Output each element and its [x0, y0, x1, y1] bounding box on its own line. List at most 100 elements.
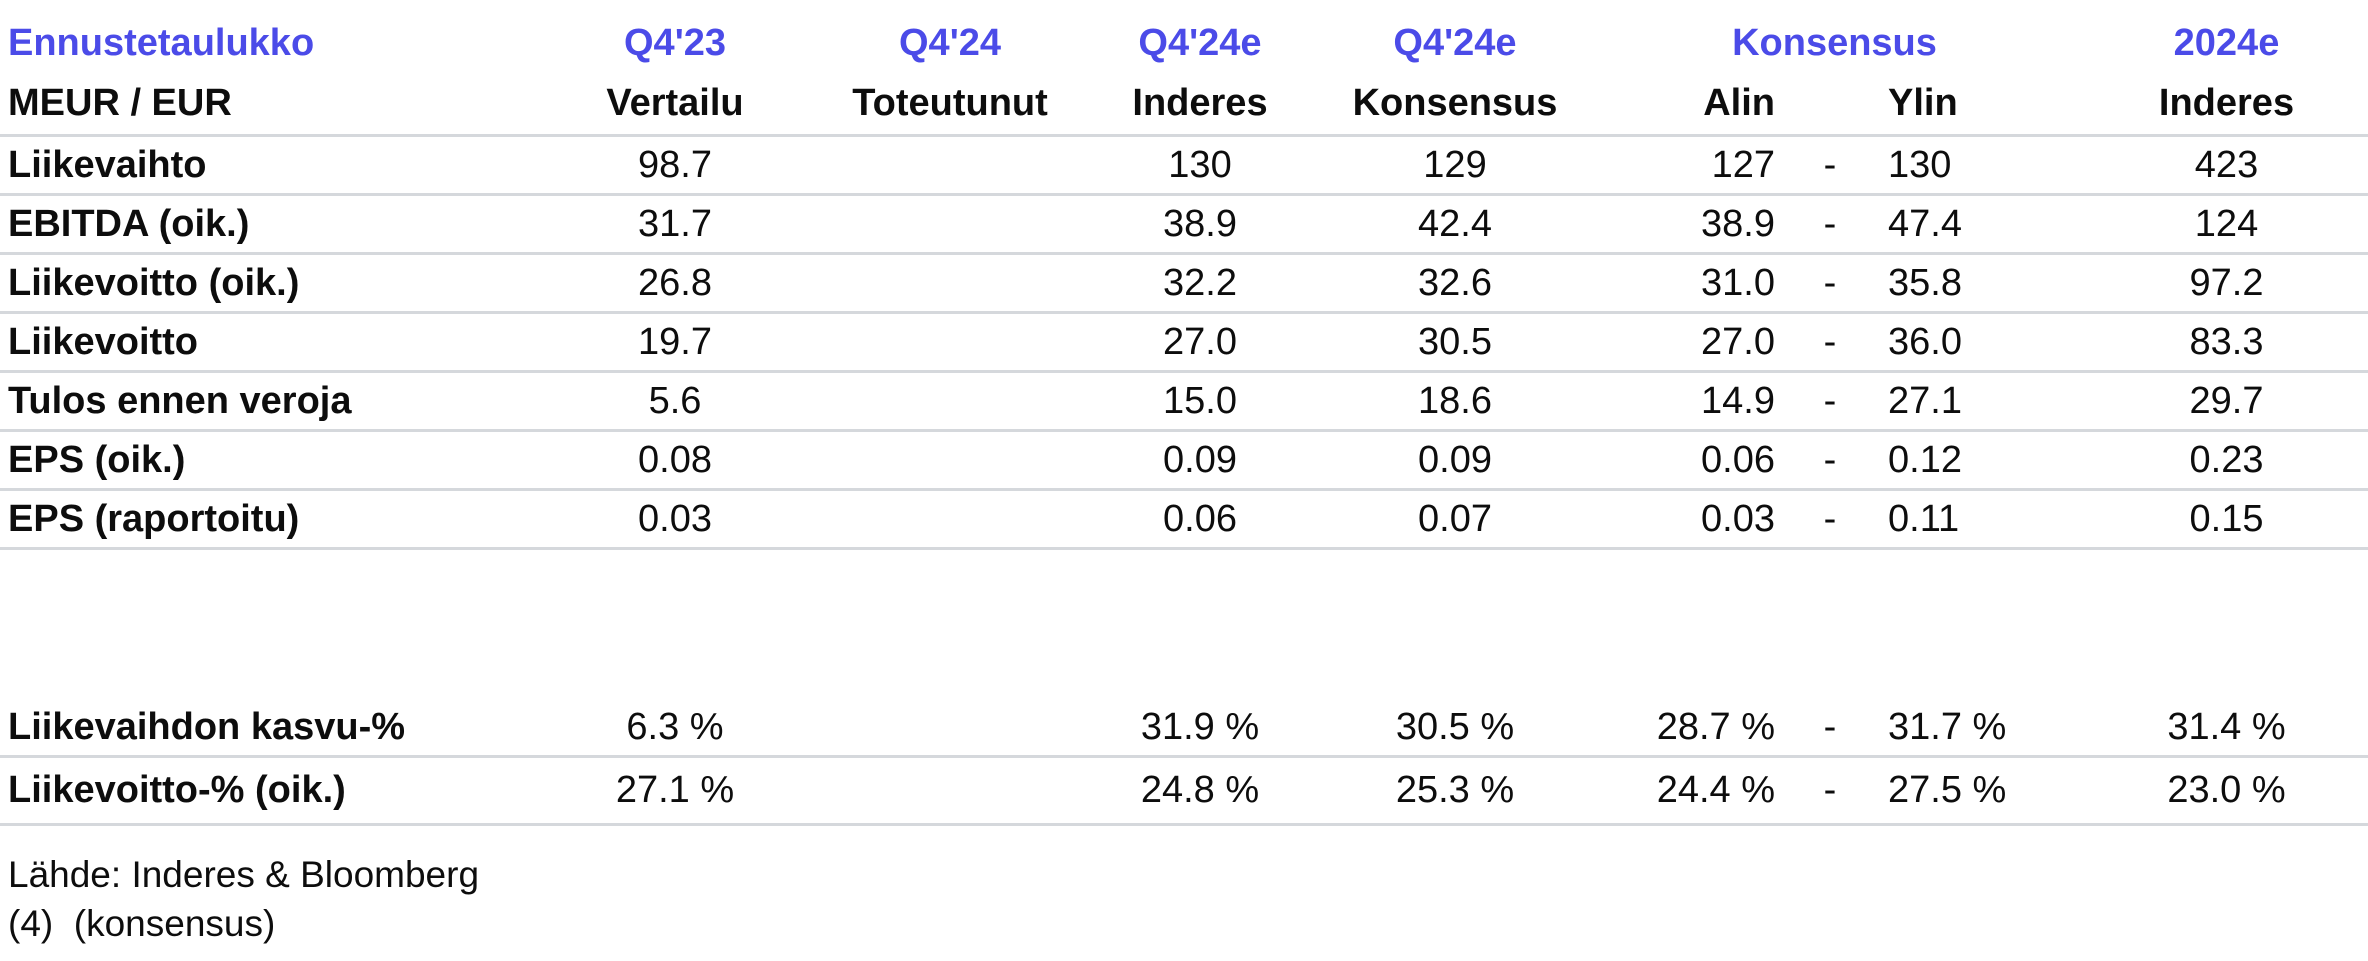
cell-ylin: 36.0	[1888, 320, 1962, 363]
cell-2024e: 83.3	[2189, 320, 2264, 363]
row-label: Liikevoitto-% (oik.)	[8, 769, 346, 811]
source-note: Lähde: Inderes & Bloomberg	[8, 854, 480, 895]
cell-inderes: 15.0	[1163, 379, 1237, 422]
cell-konsensus: 42.4	[1418, 202, 1492, 245]
cell-alin: 24.4 %	[1656, 769, 1775, 811]
cell-konsensus: 0.09	[1418, 438, 1492, 481]
unit-label: MEUR / EUR	[8, 81, 232, 124]
cell-konsensus: 0.07	[1418, 497, 1492, 540]
table-row-eps-oik: EPS (oik.) 0.08 0.09 0.09 0.06 - 0.12 0.…	[0, 432, 2368, 491]
range-dash: -	[1823, 202, 1837, 245]
cell-inderes: 130	[1168, 143, 1232, 186]
cell-vertailu: 19.7	[638, 320, 712, 363]
cell-inderes: 24.8 %	[1140, 769, 1260, 811]
col-subheader-ylin: Ylin	[1888, 81, 1958, 124]
range-dash: -	[1823, 143, 1837, 186]
table-row-liikevaihto: Liikevaihto 98.7 130 129 127 - 130 423	[0, 137, 2368, 196]
cell-2024e: 31.4 %	[2167, 706, 2286, 748]
col-subheader-alin: Alin	[1703, 81, 1775, 124]
cell-vertailu: 6.3 %	[626, 706, 724, 748]
cell-vertailu: 31.7	[638, 202, 712, 245]
cell-konsensus: 30.5	[1418, 320, 1492, 363]
range-dash: -	[1823, 261, 1837, 304]
table-row-liikevoitto-pct-oik: Liikevoitto-% (oik.) 27.1 % 24.8 % 25.3 …	[0, 758, 2368, 826]
cell-ylin: 31.7 %	[1888, 706, 2007, 748]
cell-vertailu: 0.03	[638, 497, 712, 540]
consensus-count-note: (4) (konsensus)	[8, 903, 276, 944]
cell-vertailu: 27.1 %	[615, 769, 735, 811]
empty-spacer-row	[0, 550, 2368, 700]
cell-alin: 127	[1711, 143, 1775, 186]
cell-2024e: 23.0 %	[2167, 769, 2286, 811]
col-subheader-vertailu: Vertailu	[606, 81, 744, 124]
cell-konsensus: 129	[1423, 143, 1487, 186]
cell-ylin: 130	[1888, 143, 1952, 186]
cell-alin: 14.9	[1701, 379, 1775, 422]
cell-2024e: 97.2	[2189, 261, 2264, 304]
cell-vertailu: 0.08	[638, 438, 712, 481]
cell-vertailu: 98.7	[638, 143, 712, 186]
row-label: EPS (oik.)	[8, 438, 186, 481]
col-subheader-toteutunut: Toteutunut	[852, 81, 1048, 124]
row-label: Liikevoitto (oik.)	[8, 261, 300, 304]
table-title: Ennustetaulukko	[8, 21, 315, 64]
col-header-2024e: 2024e	[2173, 21, 2280, 64]
range-dash: -	[1823, 769, 1837, 811]
table-row-liikevoitto-oik: Liikevoitto (oik.) 26.8 32.2 32.6 31.0 -…	[0, 255, 2368, 314]
cell-konsensus: 30.5 %	[1395, 706, 1515, 748]
col-subheader-2024e-inderes: Inderes	[2158, 81, 2295, 124]
cell-ylin: 0.12	[1888, 438, 1962, 481]
cell-konsensus: 18.6	[1418, 379, 1492, 422]
cell-inderes: 32.2	[1163, 261, 1237, 304]
cell-inderes: 31.9 %	[1140, 706, 1260, 748]
row-label: Liikevaihdon kasvu-%	[8, 706, 406, 748]
cell-vertailu: 26.8	[638, 261, 712, 304]
cell-konsensus: 25.3 %	[1395, 769, 1515, 811]
cell-2024e: 0.15	[2189, 497, 2264, 540]
col-header-q424: Q4'24	[899, 21, 1001, 64]
range-dash: -	[1823, 706, 1837, 748]
col-subheader-konsensus: Konsensus	[1352, 81, 1558, 124]
col-subheader-inderes: Inderes	[1132, 81, 1268, 124]
cell-alin: 31.0	[1701, 261, 1775, 304]
cell-ylin: 0.11	[1888, 497, 1960, 540]
range-dash: -	[1823, 497, 1837, 540]
cell-ylin: 47.4	[1888, 202, 1962, 245]
cell-inderes: 0.09	[1163, 438, 1237, 481]
cell-2024e: 124	[2194, 202, 2259, 245]
cell-ylin: 27.1	[1888, 379, 1962, 422]
range-dash: -	[1823, 320, 1837, 363]
cell-konsensus: 32.6	[1418, 261, 1492, 304]
row-label: Liikevoitto	[8, 320, 199, 363]
cell-alin: 0.06	[1701, 438, 1775, 481]
col-header-q424e-inderes: Q4'24e	[1138, 21, 1262, 64]
table-row-tulos-ennen-veroja: Tulos ennen veroja 5.6 15.0 18.6 14.9 - …	[0, 373, 2368, 432]
table-row-eps-raportoitu: EPS (raportoitu) 0.03 0.06 0.07 0.03 - 0…	[0, 491, 2368, 550]
cell-alin: 38.9	[1701, 202, 1775, 245]
table-row-ebitda-oik: EBITDA (oik.) 31.7 38.9 42.4 38.9 - 47.4…	[0, 196, 2368, 255]
col-header-konsensus-range: Konsensus	[1732, 21, 1937, 64]
row-label: EPS (raportoitu)	[8, 497, 300, 540]
cell-ylin: 27.5 %	[1888, 769, 2007, 811]
header-row-periods: Ennustetaulukko Q4'23 Q4'24 Q4'24e Q4'24…	[0, 14, 2368, 72]
cell-2024e: 29.7	[2189, 379, 2264, 422]
cell-2024e: 0.23	[2189, 438, 2264, 481]
row-label: Tulos ennen veroja	[8, 379, 352, 422]
row-label: EBITDA (oik.)	[8, 202, 250, 245]
cell-vertailu: 5.6	[648, 379, 702, 422]
col-header-q424e-konsensus: Q4'24e	[1393, 21, 1517, 64]
cell-inderes: 0.06	[1163, 497, 1237, 540]
cell-inderes: 27.0	[1163, 320, 1237, 363]
row-label: Liikevaihto	[8, 143, 207, 186]
cell-2024e: 423	[2194, 143, 2259, 186]
table-row-liikevaihdon-kasvu-pct: Liikevaihdon kasvu-% 6.3 % 31.9 % 30.5 %…	[0, 700, 2368, 758]
header-row-subtitles: MEUR / EUR Vertailu Toteutunut Inderes K…	[0, 72, 2368, 134]
cell-ylin: 35.8	[1888, 261, 1962, 304]
table-header: Ennustetaulukko Q4'23 Q4'24 Q4'24e Q4'24…	[0, 0, 2368, 137]
col-header-q423: Q4'23	[624, 21, 726, 64]
table-footer: Lähde: Inderes & Bloomberg (4) (konsensu…	[0, 850, 2368, 948]
table-row-liikevoitto: Liikevoitto 19.7 27.0 30.5 27.0 - 36.0 8…	[0, 314, 2368, 373]
range-dash: -	[1823, 438, 1837, 481]
cell-alin: 27.0	[1701, 320, 1775, 363]
